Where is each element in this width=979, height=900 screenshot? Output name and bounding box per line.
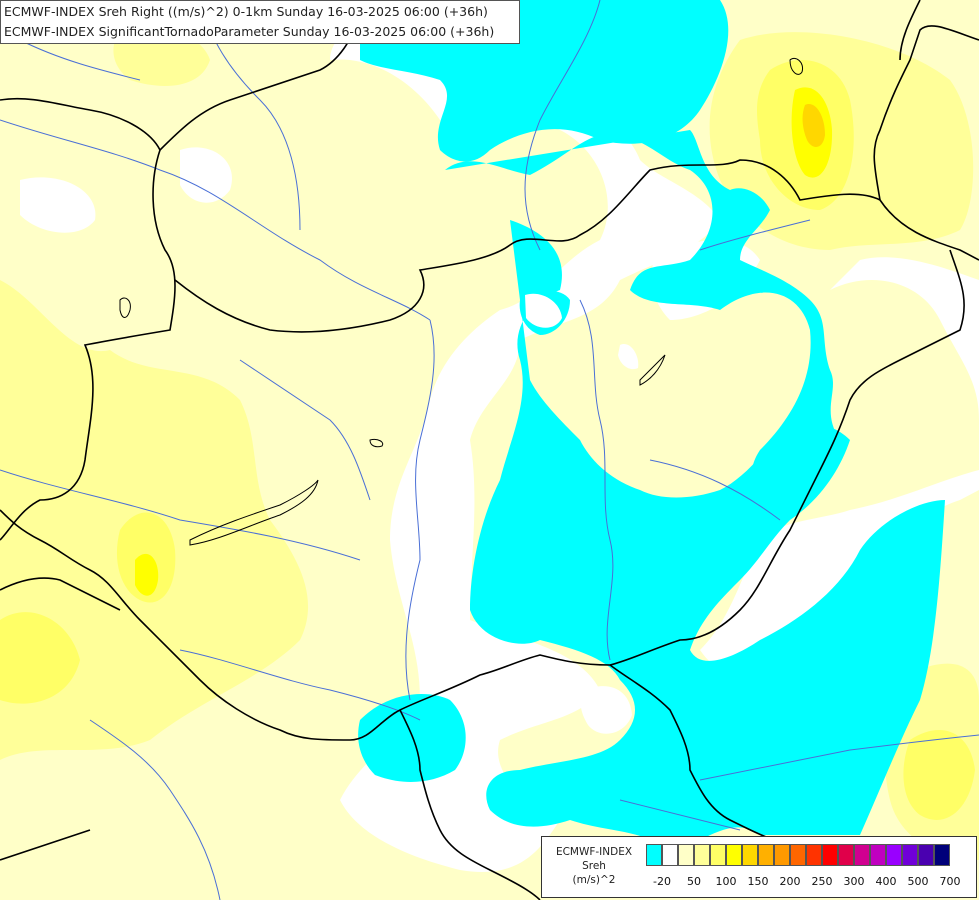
legend-swatch bbox=[902, 844, 918, 866]
legend-tick-label: 500 bbox=[907, 875, 929, 888]
title-box: ECMWF-INDEX Sreh Right ((m/s)^2) 0-1km S… bbox=[0, 0, 520, 44]
title-line-1: ECMWF-INDEX Sreh Right ((m/s)^2) 0-1km S… bbox=[4, 4, 488, 19]
legend-parameter: Sreh bbox=[582, 860, 606, 872]
legend-tick-label: 100 bbox=[715, 875, 737, 888]
legend-tick-labels: -20 50 100 150 200 250 300 400 500 700 bbox=[646, 875, 976, 891]
legend-swatch bbox=[918, 844, 934, 866]
legend-swatch bbox=[646, 844, 662, 866]
legend-swatch bbox=[822, 844, 838, 866]
legend-tick-label: -20 bbox=[653, 875, 671, 888]
legend-swatch bbox=[854, 844, 870, 866]
legend-color-scale bbox=[646, 844, 950, 866]
legend-tick-label: 200 bbox=[779, 875, 801, 888]
legend-tick-label: 150 bbox=[747, 875, 769, 888]
legend-tick-label: 250 bbox=[811, 875, 833, 888]
legend-swatch bbox=[742, 844, 758, 866]
legend-source: ECMWF-INDEX bbox=[555, 846, 633, 858]
white-holes bbox=[525, 293, 639, 734]
legend-swatch bbox=[726, 844, 742, 866]
legend-swatch bbox=[710, 844, 726, 866]
legend-tick-label: 400 bbox=[875, 875, 897, 888]
legend: ECMWF-INDEX Sreh (m/s)^2 -20 50 100 150 200 2… bbox=[541, 836, 977, 898]
legend-swatch bbox=[694, 844, 710, 866]
legend-swatch bbox=[886, 844, 902, 866]
lake-outlines bbox=[119, 57, 804, 546]
title-line-2: ECMWF-INDEX SignificantTornadoParameter … bbox=[4, 24, 495, 39]
legend-swatch bbox=[678, 844, 694, 866]
legend-swatch bbox=[662, 844, 678, 866]
legend-swatch bbox=[870, 844, 886, 866]
legend-swatch bbox=[774, 844, 790, 866]
legend-title: ECMWF-INDEX Sreh (m/s)^2 bbox=[544, 845, 644, 887]
legend-tick-label: 50 bbox=[687, 875, 701, 888]
legend-swatch bbox=[790, 844, 806, 866]
legend-unit: (m/s)^2 bbox=[572, 874, 616, 886]
legend-swatch bbox=[806, 844, 822, 866]
legend-tick-label: 300 bbox=[843, 875, 865, 888]
legend-swatch bbox=[934, 844, 950, 866]
legend-tick-label: 700 bbox=[939, 875, 961, 888]
legend-swatch bbox=[758, 844, 774, 866]
gold-areas bbox=[802, 104, 825, 147]
legend-swatch bbox=[838, 844, 854, 866]
